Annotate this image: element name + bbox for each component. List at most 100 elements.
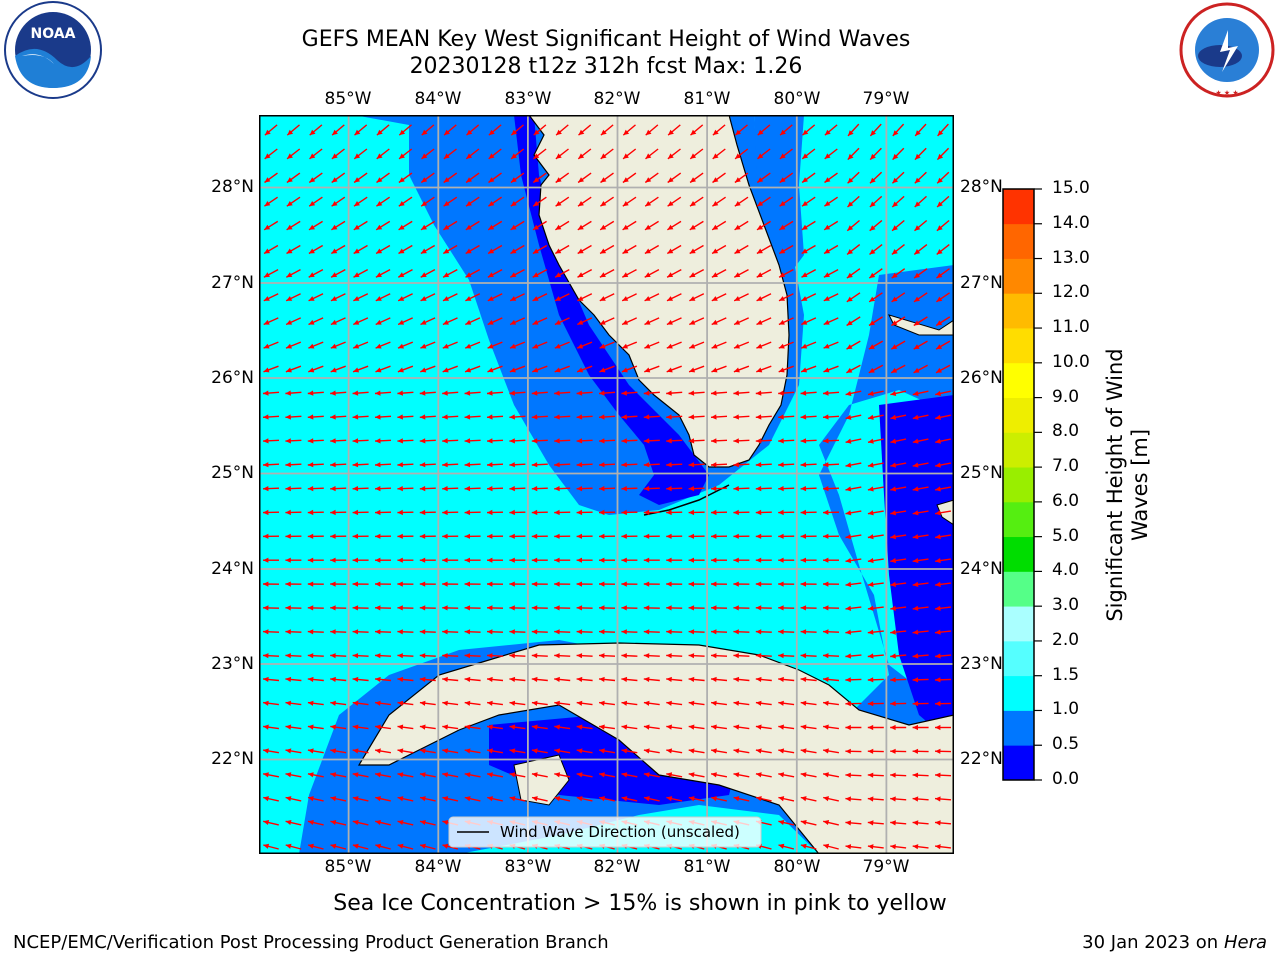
- wave-arrow-head: [734, 343, 740, 349]
- wave-arrow-head: [330, 772, 337, 778]
- wave-arrow-head: [935, 414, 941, 420]
- wave-arrow-head: [755, 748, 762, 754]
- wave-arrow-head: [755, 486, 762, 492]
- lon-label-bottom: 82°W: [593, 857, 641, 877]
- wave-arrow-head: [912, 653, 919, 659]
- wave-arrow-head: [711, 796, 717, 802]
- title-line-2: 20230128 t12z 312h fcst Max: 1.26: [409, 54, 803, 79]
- wave-arrow-head: [935, 820, 941, 826]
- svg-text:NOAA: NOAA: [31, 26, 76, 42]
- wave-arrow-head: [688, 653, 695, 659]
- wave-arrow-head: [420, 820, 426, 825]
- wave-arrow-head: [330, 724, 336, 730]
- wave-arrow-head: [285, 843, 292, 849]
- wave-arrow-head: [532, 319, 539, 325]
- wave-arrow-head: [688, 796, 695, 802]
- wave-arrow-head: [285, 605, 291, 611]
- wave-arrow-head: [800, 772, 807, 778]
- wave-arrow-head: [442, 605, 448, 611]
- wave-arrow-head: [643, 414, 650, 420]
- wave-arrow-head: [509, 772, 516, 778]
- wave-arrow-head: [510, 272, 517, 278]
- wave-arrow-head: [733, 676, 740, 682]
- wave-arrow-head: [891, 367, 898, 373]
- wave-arrow-head: [375, 629, 381, 635]
- wave-arrow-head: [308, 843, 314, 849]
- wave-arrow-head: [823, 629, 829, 635]
- colorbar-tick-label: 12.0: [1052, 282, 1090, 303]
- wave-arrow-head: [801, 296, 808, 301]
- wave-arrow-head: [689, 224, 696, 230]
- wave-arrow-head: [912, 748, 919, 754]
- lat-label-right: 22°N: [960, 749, 1003, 769]
- wave-arrow-head: [421, 224, 427, 230]
- wave-arrow-head: [375, 581, 381, 587]
- wave-arrow-head: [442, 343, 449, 349]
- wave-arrow-head: [509, 676, 516, 682]
- wave-arrow-head: [711, 462, 717, 468]
- colorbar-cell: [1003, 501, 1034, 538]
- wave-arrow-head: [688, 700, 695, 706]
- wave-arrow-head: [935, 724, 941, 731]
- wave-arrow-head: [488, 201, 495, 207]
- wave-arrow-head: [352, 676, 359, 682]
- wave-arrow-head: [755, 581, 762, 587]
- wave-arrow-head: [755, 605, 762, 611]
- wave-arrow-head: [600, 129, 607, 136]
- wave-arrow-head: [554, 343, 561, 349]
- wave-arrow-head: [554, 414, 560, 420]
- wave-arrow-head: [913, 367, 920, 373]
- wave-arrow-head: [397, 533, 403, 539]
- wave-arrow-head: [779, 224, 786, 230]
- wave-arrow-head: [465, 224, 472, 230]
- wave-arrow-head: [868, 414, 874, 420]
- wave-arrow-head: [397, 557, 403, 563]
- wave-arrow-head: [621, 414, 627, 420]
- wave-arrow-head: [688, 533, 694, 539]
- wave-arrow-head: [867, 748, 874, 754]
- wave-arrow-head: [645, 153, 652, 159]
- wave-arrow-head: [891, 344, 898, 350]
- wave-arrow-head: [397, 796, 404, 802]
- wave-arrow-head: [711, 724, 717, 730]
- wave-arrow-head: [689, 319, 696, 325]
- wave-arrow-head: [264, 177, 271, 183]
- wave-arrow-head: [823, 796, 829, 802]
- wave-arrow-head: [847, 177, 854, 184]
- wave-arrow-head: [442, 390, 448, 396]
- wave-arrow-head: [712, 248, 719, 254]
- wave-arrow-head: [599, 438, 605, 444]
- wave-arrow-head: [487, 724, 493, 730]
- wave-arrow-head: [689, 343, 696, 349]
- colorbar-label-line-1: Significant Height of Wind: [1103, 348, 1127, 622]
- wave-arrow-head: [870, 153, 876, 160]
- lon-label-bottom: 80°W: [773, 857, 821, 877]
- wave-arrow-head: [689, 272, 696, 278]
- wave-band-0-0.5-bahamas: [879, 395, 954, 745]
- lat-label-right: 23°N: [960, 654, 1003, 674]
- wave-arrow-head: [644, 796, 650, 802]
- wave-arrow-head: [375, 724, 381, 730]
- wave-arrow-head: [285, 509, 291, 516]
- wave-arrow-head: [420, 319, 427, 325]
- wave-arrow-head: [666, 748, 673, 754]
- wave-arrow-head: [263, 390, 269, 396]
- wave-arrow-head: [915, 130, 921, 136]
- wave-arrow-head: [845, 558, 852, 564]
- wave-arrow-head: [757, 224, 763, 230]
- wave-arrow-head: [913, 344, 920, 350]
- wave-arrow-head: [711, 367, 718, 373]
- wave-arrow-head: [421, 201, 428, 207]
- wave-arrow-head: [711, 653, 717, 659]
- wave-arrow-head: [935, 629, 941, 635]
- wave-arrow-head: [554, 629, 560, 635]
- wave-arrow-head: [688, 414, 695, 420]
- map-plot[interactable]: Wind Wave Direction (unscaled): [259, 115, 954, 854]
- wave-arrow-head: [780, 129, 786, 136]
- lon-label-bottom: 81°W: [683, 857, 731, 877]
- wave-arrow-head: [599, 367, 606, 373]
- wave-arrow-head: [599, 296, 606, 301]
- wave-arrow-head: [398, 201, 405, 207]
- wave-arrow-head: [778, 820, 785, 825]
- wave-arrow-head: [352, 796, 359, 802]
